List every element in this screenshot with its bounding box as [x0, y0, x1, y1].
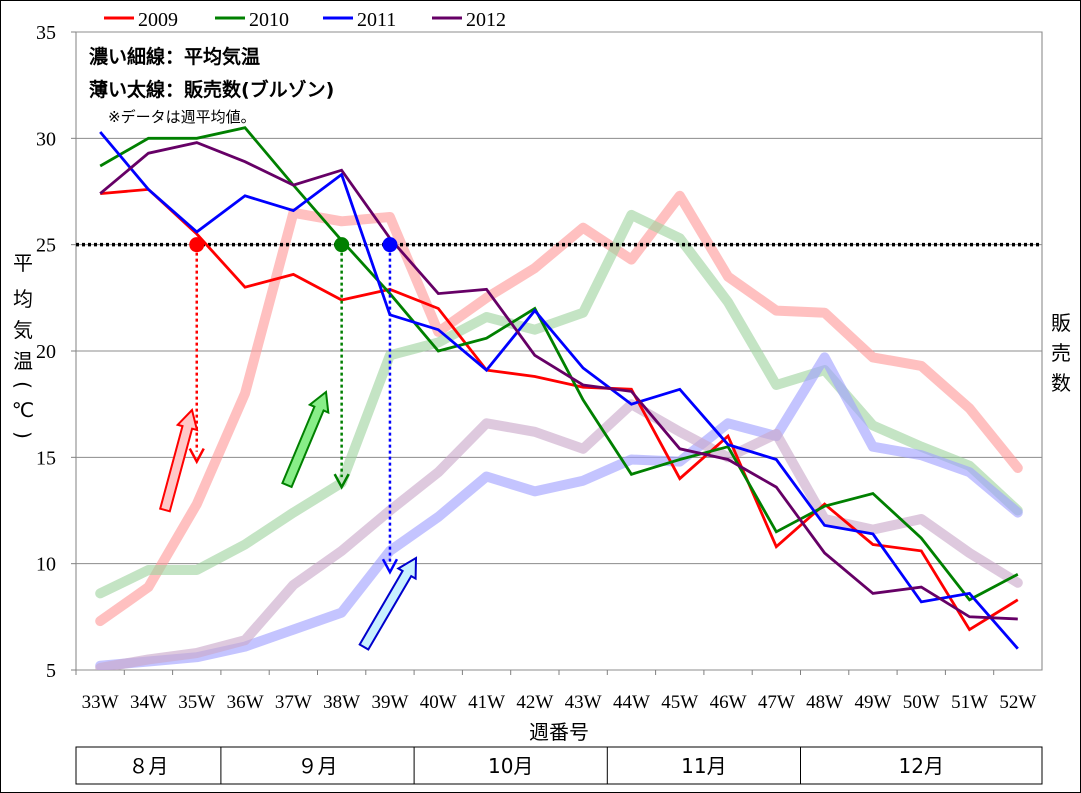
note-temperature: 濃い細線：平均気温: [89, 45, 260, 68]
marker-2009: [189, 237, 205, 253]
sales-series: [95, 190, 1023, 670]
threshold-markers: [189, 237, 398, 253]
note-sales: 薄い太線：販売数(ブルゾン): [89, 78, 334, 101]
x-tick-label: 48W: [806, 692, 843, 713]
legend-label-2010: 2010: [249, 9, 289, 31]
note-weekly-average: ※データは週平均値。: [108, 108, 256, 126]
x-tick-label: 42W: [516, 692, 553, 713]
x-tick-label: 34W: [130, 692, 167, 713]
x-tick-label: 50W: [903, 692, 940, 713]
x-tick-label: 40W: [420, 692, 457, 713]
x-tick-label: 33W: [82, 692, 119, 713]
x-tick-label: 43W: [565, 692, 602, 713]
y-tick-label: 20: [36, 341, 56, 363]
legend-label-2012: 2012: [466, 9, 506, 31]
y-tick-label: 25: [36, 235, 56, 257]
x-tick-label: 41W: [468, 692, 505, 713]
month-table-frame: [75, 746, 1043, 785]
x-tick-label: 51W: [951, 692, 988, 713]
x-tick-label: 39W: [371, 692, 408, 713]
month-table: ８月 ９月 10月 11月 12月: [75, 746, 1043, 785]
y-tick-label: 30: [36, 128, 56, 150]
y-axis-title-char: 気: [13, 318, 33, 342]
y-axis-title-char: 平: [13, 251, 33, 275]
x-tick-label: 49W: [854, 692, 891, 713]
x-tick-label: 38W: [323, 692, 360, 713]
y-tick-label: 15: [36, 447, 56, 469]
legend: 2009 2010 2011 2012: [104, 9, 506, 31]
y-tick-label: 35: [36, 22, 56, 44]
temperature-line-2012: [99, 141, 1018, 621]
month-label: ９月: [298, 754, 338, 778]
month-label: 12月: [899, 754, 944, 778]
y2-axis-title-char: 売: [1051, 341, 1071, 365]
axis-labels: 平均気温 ( ℃) 販売数: [11, 251, 1071, 439]
y-axis-title-char: 均: [13, 287, 33, 311]
marker-2011: [382, 237, 398, 253]
x-tick-label: 52W: [999, 692, 1036, 713]
y-tick-label: 5: [46, 660, 56, 682]
drop-arrowhead-2011: [381, 558, 399, 575]
y-axis-title-char: 温: [13, 349, 33, 373]
temperature-line-2009: [100, 187, 1019, 632]
rise-arrow-2010: [281, 390, 330, 489]
sales-line-2009: [95, 190, 1023, 627]
temperature-line-2011: [99, 131, 1019, 650]
x-axis: 33W 34W 35W 36W 37W 38W 39W 40W 41W 42W 43W 44W 45W 4…: [75, 670, 1036, 744]
y2-axis-title-char: 数: [1051, 371, 1071, 395]
x-tick-label: 35W: [178, 692, 215, 713]
marker-2010: [334, 237, 350, 253]
y-axis-title-char: ): [11, 431, 35, 439]
x-tick-label: 36W: [227, 692, 264, 713]
grid-lines: [75, 31, 1043, 671]
x-tick-label: 44W: [613, 692, 650, 713]
annotation-arrows: [158, 252, 418, 651]
month-label: 11月: [681, 754, 726, 778]
x-tick-label: 47W: [758, 692, 795, 713]
temperature-line-2010: [99, 126, 1019, 602]
y-axis-title-char: (: [11, 381, 35, 389]
y-axis-title-char: ℃: [12, 398, 34, 422]
x-tick-label: 37W: [275, 692, 312, 713]
sales-line-2011: [95, 352, 1023, 670]
sales-line-2012: [95, 399, 1023, 670]
legend-label-2011: 2011: [357, 9, 396, 31]
sales-line-2010: [95, 209, 1023, 599]
drop-arrowhead-2010: [333, 473, 350, 490]
rise-arrow-2009: [158, 408, 199, 513]
rise-arrow-2011: [358, 556, 418, 651]
x-tick-label: 46W: [710, 692, 747, 713]
month-label: 10月: [488, 754, 533, 778]
x-tick-label: 45W: [661, 692, 698, 713]
y-axis-ticks: 5 10 15 20 25 30 35: [36, 22, 76, 682]
month-label: ８月: [128, 754, 168, 778]
y2-axis-title-char: 販: [1051, 311, 1071, 335]
x-axis-title: 週番号: [529, 720, 589, 744]
drop-arrowhead-2009: [188, 447, 205, 465]
legend-label-2009: 2009: [138, 9, 178, 31]
y-tick-label: 10: [36, 554, 56, 576]
temperature-series: [99, 126, 1019, 650]
